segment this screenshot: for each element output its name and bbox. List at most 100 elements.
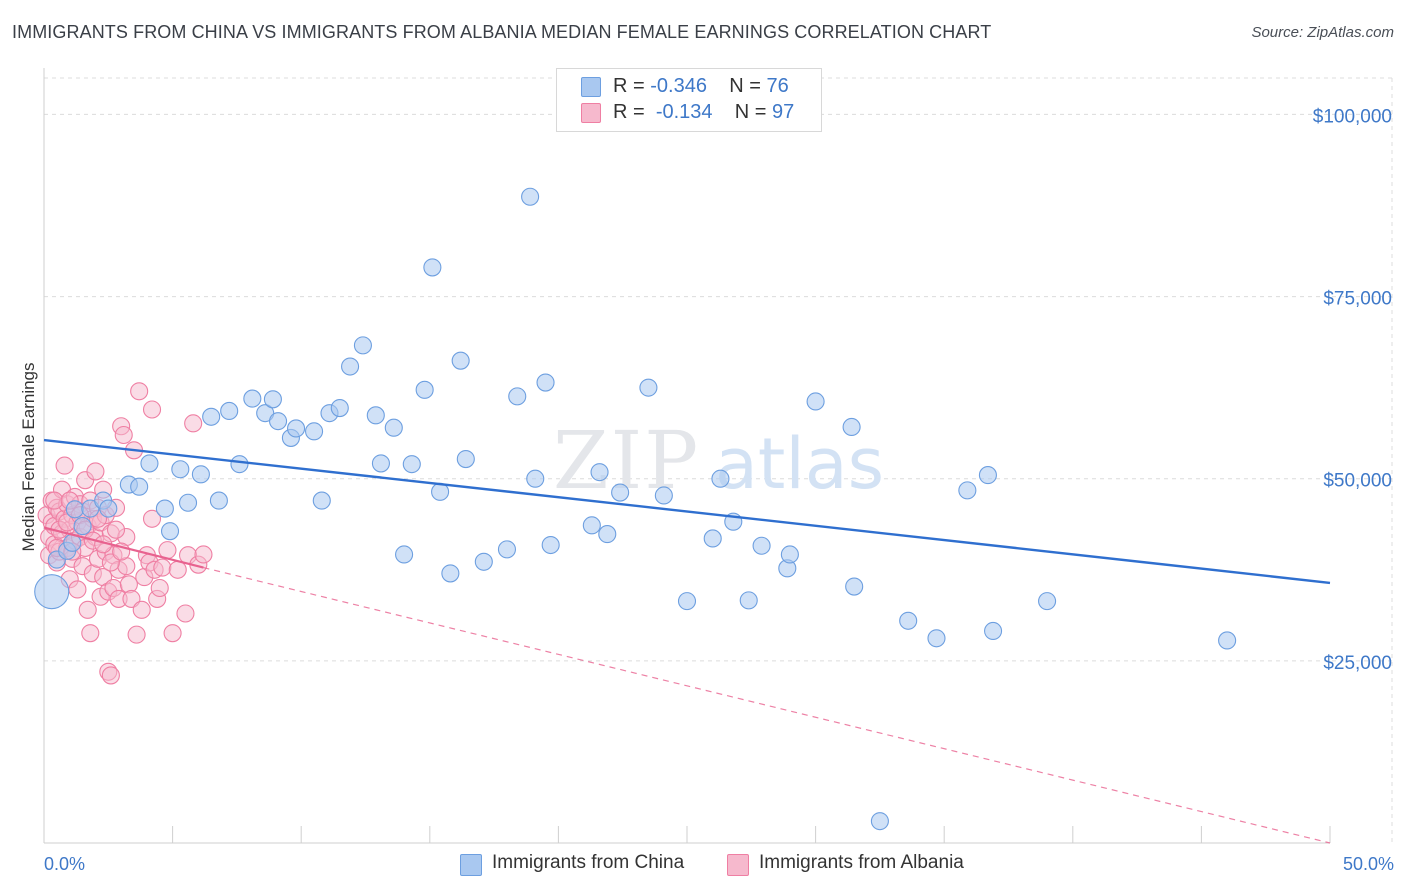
china-point-25 [287, 419, 306, 438]
china-point-71 [978, 466, 997, 485]
trend-lines [43, 438, 1331, 844]
china-point-60 [739, 591, 758, 610]
china-point-44 [497, 540, 517, 559]
china-point-53 [611, 483, 630, 502]
albania-legend-swatch [727, 854, 749, 876]
china-point-57 [703, 529, 722, 548]
china-legend-label: Immigrants from China [492, 852, 685, 873]
china-point-35 [395, 545, 414, 564]
albania-swatch [581, 103, 601, 123]
china-point-42 [456, 449, 475, 469]
china-point-49 [541, 535, 560, 555]
albania-r-value: -0.134 [655, 101, 713, 123]
china-point-12 [160, 522, 180, 541]
china-point-69 [927, 629, 946, 648]
china-point-11 [155, 499, 174, 518]
china-point-50 [582, 516, 601, 535]
china-trend-line [43, 438, 1331, 585]
china-point-22 [263, 390, 282, 409]
albania-point-57 [114, 425, 133, 445]
china-point-43 [474, 552, 493, 571]
china-point-38 [423, 258, 442, 277]
x-tick-label-min: 0.0% [44, 854, 85, 874]
china-point-34 [384, 418, 403, 437]
china-point-41 [451, 351, 470, 370]
china-point-4 [65, 500, 84, 519]
albania-point-14 [55, 456, 74, 475]
y-tick-label-0: $25,000 [1323, 653, 1392, 674]
axes [43, 68, 1331, 844]
albania-point-95 [106, 520, 126, 539]
china-point-56 [677, 592, 697, 611]
china-point-27 [312, 491, 331, 510]
albania-n-label: N = [734, 101, 767, 123]
albania-point-38 [86, 462, 105, 481]
albania-point-82 [184, 414, 203, 433]
albania-points [37, 382, 213, 685]
albania-point-83 [45, 491, 64, 510]
albania-point-65 [132, 600, 151, 619]
china-point-20 [243, 389, 262, 408]
china-point-16 [202, 407, 221, 426]
china-point-63 [780, 545, 799, 564]
china-point-52 [598, 525, 617, 544]
albania-point-81 [194, 545, 213, 564]
china-point-40 [441, 564, 460, 583]
china-legend-swatch [460, 854, 482, 876]
china-point-74 [1218, 631, 1237, 650]
china-point-14 [178, 493, 198, 512]
x-tick-label-max: 50.0% [1343, 854, 1394, 874]
y-tick-label-1: $50,000 [1323, 471, 1392, 492]
china-point-18 [220, 401, 239, 421]
china-point-54 [639, 378, 658, 397]
china-point-19 [230, 455, 249, 474]
watermark: ZIP atlas [553, 414, 884, 507]
china-point-47 [526, 469, 545, 488]
china-point-0 [34, 574, 70, 610]
china-point-31 [353, 336, 372, 355]
china-point-37 [415, 380, 434, 399]
china-point-26 [305, 422, 324, 441]
china-point-23 [269, 412, 288, 431]
china-point-68 [899, 611, 918, 630]
china-point-55 [654, 486, 673, 505]
china-point-66 [845, 577, 864, 596]
china-point-33 [371, 454, 390, 473]
china-point-70 [958, 481, 977, 500]
china-point-5 [81, 499, 100, 518]
albania-point-77 [168, 560, 187, 579]
china-r-label: R = [613, 75, 645, 97]
china-point-32 [366, 406, 385, 425]
china-point-64 [806, 392, 825, 411]
watermark-atlas: atlas [715, 423, 884, 505]
albania-point-49 [101, 666, 120, 685]
albania-point-69 [142, 400, 162, 419]
albania-point-78 [176, 604, 195, 623]
china-point-46 [521, 187, 540, 206]
china-n-label: N = [729, 75, 761, 97]
albania-point-76 [163, 624, 182, 643]
china-point-13 [171, 460, 190, 479]
y-tick-labels: $25,000 $50,000 $75,000 $100,000 [1313, 106, 1392, 673]
y-tick-label-2: $75,000 [1323, 289, 1392, 310]
china-point-51 [590, 463, 609, 482]
china-point-65 [842, 417, 861, 437]
china-point-29 [330, 398, 349, 418]
albania-r-label: R = [613, 101, 645, 123]
y-tick-label-3: $100,000 [1313, 106, 1392, 127]
albania-point-74 [153, 558, 172, 577]
china-point-7 [99, 499, 118, 518]
china-point-58 [711, 469, 730, 488]
albania-point-70 [142, 509, 162, 528]
china-point-67 [870, 812, 889, 831]
stats-legend: R = -0.346 N = 76 R = -0.134 N = 97 [556, 68, 822, 132]
albania-legend-label: Immigrants from Albania [759, 852, 964, 873]
china-point-21 [256, 404, 275, 423]
albania-trend-line-extension [203, 567, 1331, 844]
china-n-value: 76 [766, 75, 789, 97]
chart-title: IMMIGRANTS FROM CHINA VS IMMIGRANTS FROM… [12, 22, 992, 42]
y-axis-label: Median Female Earnings [19, 363, 38, 552]
china-point-45 [508, 387, 527, 406]
china-point-17 [209, 491, 228, 510]
